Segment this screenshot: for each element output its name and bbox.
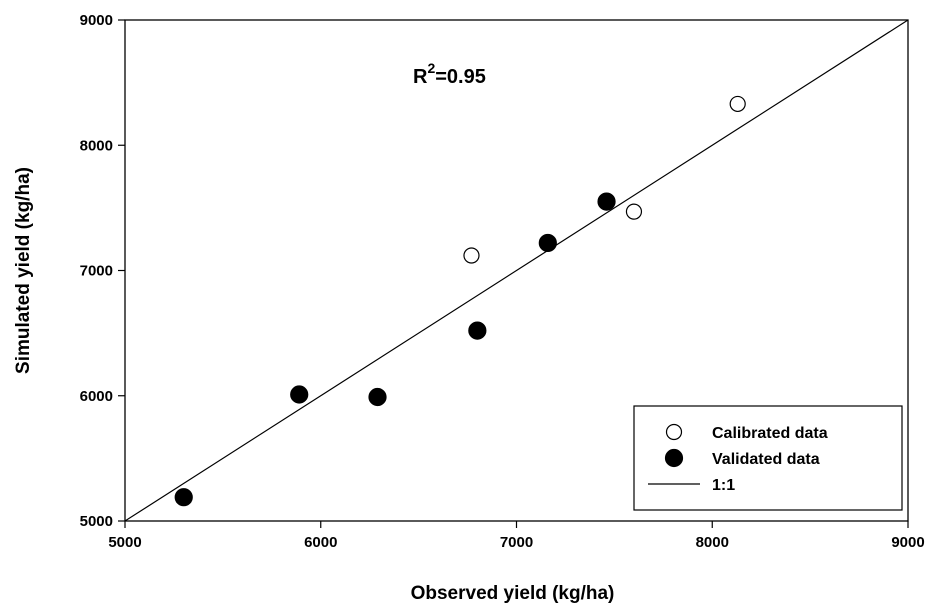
calibrated-data-point bbox=[729, 95, 746, 113]
legend-label: Validated data bbox=[712, 451, 820, 468]
x-axis-title: Observed yield (kg/ha) bbox=[411, 583, 615, 604]
one-to-one-line bbox=[124, 19, 909, 522]
validated-data-point bbox=[468, 321, 487, 340]
x-tick-label: 9000 bbox=[891, 534, 924, 551]
r-squared-base: R bbox=[413, 66, 428, 88]
calibrated-data-point bbox=[463, 247, 480, 264]
legend-label: 1:1 bbox=[712, 477, 735, 494]
x-axis: 5000 6000 7000 8000 9000 bbox=[108, 521, 925, 551]
validated-data-point bbox=[538, 233, 557, 253]
validated-data-point bbox=[174, 488, 193, 507]
validated-data-point bbox=[597, 192, 616, 211]
x-tick-label: 5000 bbox=[108, 534, 141, 551]
x-tick-label: 7000 bbox=[500, 534, 533, 551]
legend-filled-marker bbox=[664, 448, 684, 468]
y-tick-label: 6000 bbox=[80, 388, 113, 405]
y-tick-label: 7000 bbox=[80, 263, 113, 280]
r-squared-superscript: 2 bbox=[427, 60, 435, 76]
legend-open-marker bbox=[665, 423, 683, 441]
y-axis-title: Simulated yield (kg/ha) bbox=[13, 167, 34, 374]
legend: Calibrated data Validated data 1:1 bbox=[633, 405, 903, 511]
y-tick-label: 9000 bbox=[80, 12, 113, 29]
legend-label: Calibrated data bbox=[712, 425, 828, 442]
y-tick-label: 8000 bbox=[80, 137, 113, 154]
validated-data-point bbox=[368, 387, 387, 407]
y-axis: 5000 6000 7000 8000 9000 bbox=[80, 12, 125, 530]
r-squared-value: =0.95 bbox=[435, 66, 486, 88]
series-layer bbox=[124, 19, 909, 522]
validated-data-point bbox=[290, 385, 309, 404]
x-tick-label: 6000 bbox=[304, 534, 337, 551]
y-tick-label: 5000 bbox=[80, 513, 113, 530]
r-squared-annotation: R2=0.95 bbox=[413, 60, 486, 88]
calibrated-data-point bbox=[625, 203, 643, 220]
x-tick-label: 8000 bbox=[696, 534, 729, 551]
